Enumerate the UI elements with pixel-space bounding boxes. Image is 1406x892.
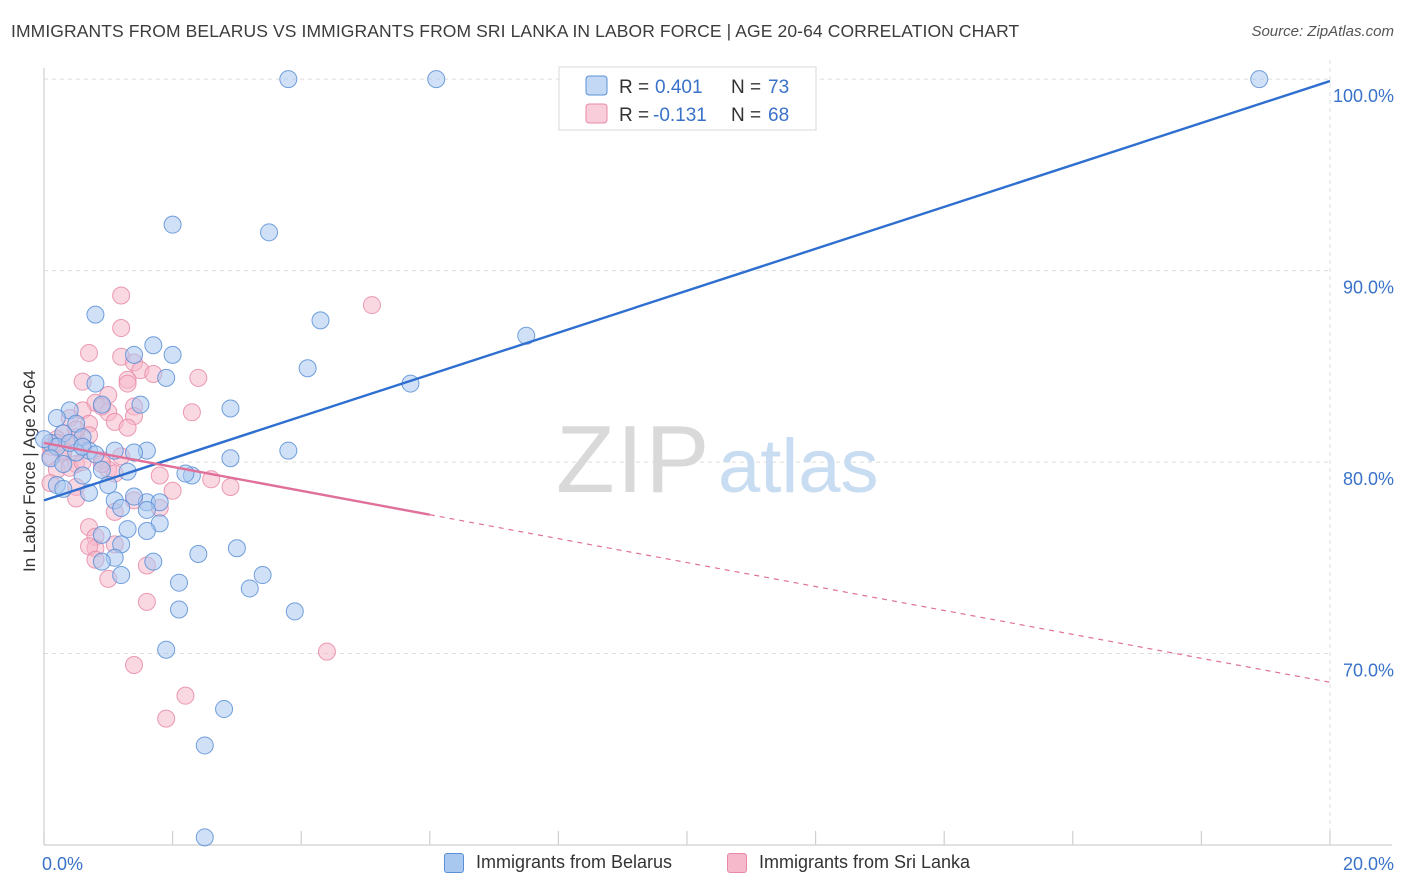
legend-r-value-belarus: 0.401 <box>655 77 703 98</box>
srilanka-point-40 <box>163 481 182 500</box>
legend-label-srilanka: Immigrants from Sri Lanka <box>759 852 971 872</box>
srilanka-point-56 <box>125 656 144 675</box>
legend-n-value-belarus: 73 <box>768 77 789 98</box>
source-credit: Source: ZipAtlas.com <box>1251 23 1394 40</box>
watermark-atlas: atlas <box>718 424 879 509</box>
belarus-point-61 <box>157 640 176 659</box>
belarus-point-11 <box>298 359 317 378</box>
srilanka-point-2 <box>112 319 131 338</box>
belarus-point-48 <box>92 525 111 544</box>
watermark: ZIP atlas <box>556 406 879 513</box>
srilanka-point-0 <box>112 286 131 305</box>
srilanka-points <box>41 286 381 728</box>
legend-bottom: Immigrants from Belarus Immigrants from … <box>0 852 1406 878</box>
belarus-point-57 <box>170 573 189 592</box>
legend-swatch-srilanka <box>585 103 608 124</box>
belarus-point-12 <box>86 374 105 393</box>
x-tick-label-1: 20.0% <box>1343 854 1394 874</box>
belarus-point-60 <box>285 602 304 621</box>
belarus-point-10 <box>163 345 182 364</box>
belarus-point-50 <box>227 539 246 558</box>
belarus-point-55 <box>112 566 131 585</box>
legend-label-belarus: Immigrants from Belarus <box>476 852 673 872</box>
belarus-point-63 <box>195 736 214 755</box>
belarus-point-13 <box>157 368 176 387</box>
belarus-point-59 <box>170 600 189 619</box>
watermark-zip: ZIP <box>556 406 711 513</box>
srilanka-point-3 <box>80 343 99 362</box>
legend-swatch-belarus <box>585 75 608 96</box>
y-tick-label-2: 90.0% <box>1343 278 1394 298</box>
legend-n-value-srilanka: 68 <box>768 105 789 126</box>
belarus-point-54 <box>92 552 111 571</box>
belarus-point-56 <box>253 566 272 585</box>
belarus-point-4 <box>260 223 279 242</box>
srilanka-point-9 <box>118 374 137 393</box>
belarus-point-62 <box>215 700 234 719</box>
belarus-point-64 <box>195 828 214 847</box>
trend-line-dashed-1 <box>429 514 1331 683</box>
legend-item-belarus: Immigrants from Belarus <box>444 852 672 873</box>
y-tick-label-1: 80.0% <box>1343 469 1394 489</box>
trend-line-0 <box>43 79 1331 502</box>
belarus-point-3 <box>163 215 182 234</box>
legend-r-value-srilanka: -0.131 <box>653 105 707 126</box>
belarus-point-53 <box>144 552 163 571</box>
legend-r-label-belarus: R = <box>619 77 649 98</box>
belarus-point-34 <box>73 466 92 485</box>
legend-swatch-belarus-bottom <box>444 852 464 873</box>
tick-labels: 70.0% 80.0% 90.0% 100.0% 0.0% 20.0% <box>42 86 1394 874</box>
belarus-points <box>35 70 1269 847</box>
chart-title: IMMIGRANTS FROM BELARUS VS IMMIGRANTS FR… <box>11 21 1020 41</box>
legend-r-label-srilanka: R = <box>619 105 649 126</box>
belarus-point-16 <box>92 395 111 414</box>
y-tick-label-0: 70.0% <box>1343 661 1394 681</box>
belarus-point-0 <box>279 70 298 89</box>
belarus-point-46 <box>118 520 137 539</box>
belarus-point-6 <box>311 311 330 330</box>
trend-lines <box>43 79 1331 683</box>
belarus-point-2 <box>1250 70 1269 89</box>
belarus-point-1 <box>427 70 446 89</box>
srilanka-point-57 <box>176 686 195 705</box>
belarus-point-9 <box>125 345 144 364</box>
belarus-point-51 <box>189 544 208 563</box>
belarus-point-35 <box>92 460 111 479</box>
x-tick-label-0: 0.0% <box>42 854 83 874</box>
y-tick-label-3: 100.0% <box>1333 86 1394 106</box>
belarus-point-58 <box>240 579 259 598</box>
belarus-point-19 <box>47 409 66 428</box>
trend-line-solid-1 <box>43 441 431 516</box>
srilanka-point-41 <box>221 477 240 496</box>
srilanka-point-21 <box>118 418 137 437</box>
belarus-point-30 <box>221 449 240 468</box>
belarus-point-17 <box>131 395 150 414</box>
srilanka-point-58 <box>157 709 176 728</box>
srilanka-point-55 <box>317 642 336 661</box>
belarus-point-39 <box>80 483 99 502</box>
belarus-point-47 <box>137 522 156 540</box>
srilanka-point-10 <box>189 368 208 387</box>
belarus-point-33 <box>54 454 73 473</box>
belarus-point-43 <box>112 499 131 518</box>
belarus-point-72 <box>125 487 144 506</box>
srilanka-point-54 <box>137 592 156 611</box>
legend-n-label-srilanka: N = <box>731 105 761 126</box>
srilanka-point-1 <box>362 296 381 315</box>
belarus-point-36 <box>118 462 137 481</box>
srilanka-point-35 <box>150 466 169 485</box>
legend-item-srilanka: Immigrants from Sri Lanka <box>727 852 970 873</box>
belarus-point-31 <box>279 441 298 460</box>
srilanka-point-16 <box>182 403 201 422</box>
belarus-point-8 <box>144 336 163 355</box>
legend-n-label-belarus: N = <box>731 77 761 98</box>
legend-box: R = 0.401 N = 73 R = -0.131 N = 68 <box>558 66 817 131</box>
belarus-point-18 <box>221 399 240 418</box>
legend-swatch-srilanka-bottom <box>727 852 747 873</box>
belarus-point-44 <box>137 500 156 519</box>
belarus-point-29 <box>125 443 144 462</box>
belarus-point-5 <box>86 305 105 324</box>
